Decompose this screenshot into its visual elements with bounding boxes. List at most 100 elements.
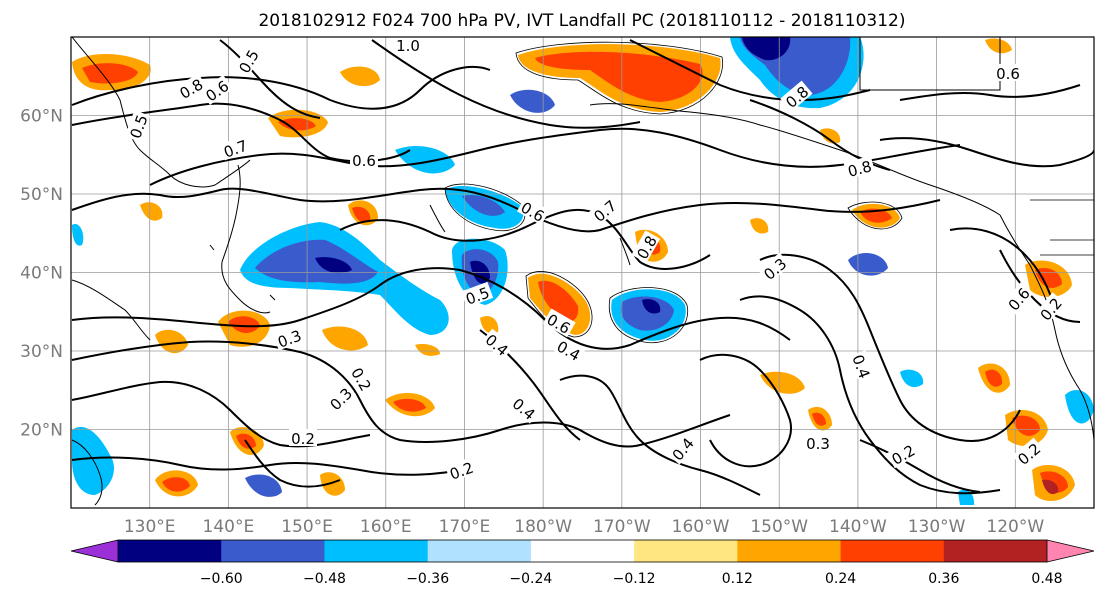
pv-positive-region — [415, 344, 440, 356]
latitude-label: 60°N — [20, 107, 63, 127]
pv-contour-line — [71, 267, 791, 350]
small-islands — [209, 204, 631, 301]
pv-positive-region — [480, 315, 499, 334]
longitude-label: 150°W — [750, 517, 808, 537]
contour-label-background — [481, 328, 514, 360]
pv-positive-region — [340, 66, 380, 87]
pv-contour-line — [629, 39, 871, 102]
longitude-label: 160°E — [360, 517, 412, 537]
pv-positive-core — [538, 280, 579, 322]
coastline-asia — [71, 37, 251, 188]
longitude-label: 130°W — [908, 517, 966, 537]
pv-positive-region — [760, 371, 805, 394]
longitude-label: 140°W — [829, 517, 887, 537]
pv-positive-core — [1040, 471, 1068, 493]
latitude-label: 20°N — [20, 421, 63, 441]
pv-contour-line — [149, 127, 961, 186]
colorbar-bin — [634, 540, 738, 562]
colorbar-tick-label: 0.24 — [825, 571, 856, 587]
colorbar-over-arrow — [1047, 540, 1094, 562]
pv-contour-line — [219, 39, 321, 119]
pv-contour-line — [71, 187, 941, 233]
longitude-label: 130°E — [124, 517, 176, 537]
pv-negative-region — [900, 369, 924, 388]
pv-contour-labels: 0.80.60.51.00.7 0.60.50.60.80.60.70.80.30… — [124, 37, 1066, 484]
colorbar-bins — [118, 540, 1048, 562]
coastline-china — [71, 279, 151, 341]
contour-label-background — [350, 151, 378, 168]
pv-positive-core — [535, 51, 703, 102]
colorbar-bin — [943, 540, 1048, 562]
pv-positive-region — [750, 218, 769, 234]
pv-positive-region — [322, 326, 368, 351]
contour-label-background — [516, 196, 550, 226]
map-frame — [70, 36, 1095, 509]
pv-negative-region — [395, 145, 455, 174]
contour-label-background — [233, 44, 263, 78]
pv-positive-core — [278, 118, 316, 131]
contour-label-background — [552, 335, 586, 365]
pv-positive-core — [82, 63, 138, 84]
pv-positive-region — [140, 202, 163, 221]
contour-label-background — [124, 110, 151, 143]
pv-contour-line — [859, 439, 981, 493]
pv-contour-line — [899, 84, 1081, 101]
figure-title: 2018102912 F024 700 hPa PV, IVT Landfall… — [258, 11, 905, 31]
pv-contour-line — [71, 456, 471, 476]
colorbar: −0.60 −0.48 −0.36 −0.24 −0.12 0.12 0.24 0.36 0.4… — [70, 539, 1095, 587]
coastline-philippines — [71, 439, 103, 506]
colorbar-tick-label: 0.36 — [928, 571, 959, 587]
colorbar-tick-label: 0.12 — [722, 571, 753, 587]
longitude-label: 170°E — [439, 517, 491, 537]
pv-positive-core — [352, 206, 371, 222]
colorbar-tick-label: 0.48 — [1031, 571, 1062, 587]
ivt-contour-line — [444, 183, 526, 232]
pv-contour-line — [244, 439, 341, 488]
pv-positive-core — [228, 316, 260, 334]
contour-label-background — [849, 350, 876, 383]
colorbar-tick-label: −0.36 — [406, 571, 449, 587]
contour-label-background — [666, 432, 698, 465]
pv-negative-region — [1065, 390, 1094, 424]
pv-contour-line — [949, 227, 1056, 311]
contour-label: 0.3 — [806, 435, 830, 453]
pv-contour-line — [699, 353, 792, 468]
contour-label: 1.0 — [396, 37, 420, 55]
colorbar-bin — [324, 540, 429, 562]
longitude-label: 150°E — [281, 517, 333, 537]
contour-label-background — [273, 324, 306, 351]
contour-label-background — [174, 73, 208, 103]
pv-positive-core — [162, 477, 190, 492]
colorbar-bin — [840, 540, 945, 562]
contour-label-background — [886, 439, 920, 469]
pv-positive-region — [820, 128, 841, 144]
coastline-alaska-border — [859, 37, 1001, 91]
contour-label-background — [324, 382, 357, 415]
longitude-tick-labels: 130°E 140°E 150°E 160°E 170°E 180°W 170°W 160°W… — [124, 517, 1045, 537]
colorbar-tick-label: −0.12 — [613, 571, 656, 587]
contour-label: 0.8 — [846, 157, 874, 181]
contour-label-background — [219, 134, 252, 161]
ivt-contour-line — [525, 271, 593, 338]
contour-label-background — [461, 281, 494, 308]
ivt-contour-line — [608, 287, 689, 344]
coastline-japan — [221, 164, 271, 314]
pv-positive-core — [1035, 267, 1062, 288]
pv-contour-line — [339, 208, 711, 270]
contour-label: 0.6 — [352, 152, 376, 170]
pv-negative-core — [642, 299, 661, 314]
contour-label-background — [1012, 437, 1045, 469]
contour-label-background — [804, 434, 832, 451]
colorbar-tick-label: −0.48 — [303, 571, 346, 587]
pv-shading — [72, 37, 1094, 505]
state-borders — [1030, 199, 1094, 256]
pv-contour-line — [559, 374, 761, 496]
contour-label-background — [588, 194, 621, 226]
longitude-label: 140°E — [203, 517, 255, 537]
contour-label-background — [631, 230, 661, 264]
colorbar-bin — [737, 540, 842, 562]
pv-negative-mid — [245, 474, 282, 497]
pv-negative-mid — [462, 194, 505, 216]
pv-positive-peak — [1042, 479, 1059, 495]
longitude-label: 180°W — [514, 517, 572, 537]
